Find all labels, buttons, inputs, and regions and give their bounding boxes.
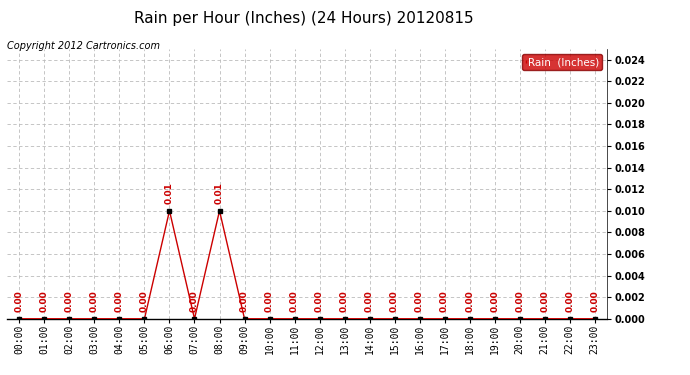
Text: 0.00: 0.00 bbox=[240, 290, 249, 312]
Text: 0.00: 0.00 bbox=[365, 290, 374, 312]
Text: 0.00: 0.00 bbox=[315, 290, 324, 312]
Text: 0.00: 0.00 bbox=[65, 290, 74, 312]
Text: Copyright 2012 Cartronics.com: Copyright 2012 Cartronics.com bbox=[7, 41, 160, 51]
Legend: Rain  (Inches): Rain (Inches) bbox=[522, 54, 602, 70]
Text: 0.00: 0.00 bbox=[290, 290, 299, 312]
Text: 0.00: 0.00 bbox=[590, 290, 599, 312]
Text: 0.00: 0.00 bbox=[90, 290, 99, 312]
Text: 0.00: 0.00 bbox=[340, 290, 349, 312]
Text: Rain per Hour (Inches) (24 Hours) 20120815: Rain per Hour (Inches) (24 Hours) 201208… bbox=[134, 11, 473, 26]
Text: 0.00: 0.00 bbox=[515, 290, 524, 312]
Text: 0.00: 0.00 bbox=[565, 290, 574, 312]
Text: 0.00: 0.00 bbox=[140, 290, 149, 312]
Text: 0.00: 0.00 bbox=[540, 290, 549, 312]
Text: 0.00: 0.00 bbox=[465, 290, 474, 312]
Text: 0.00: 0.00 bbox=[440, 290, 449, 312]
Text: 0.00: 0.00 bbox=[40, 290, 49, 312]
Text: 0.00: 0.00 bbox=[490, 290, 499, 312]
Text: 0.00: 0.00 bbox=[265, 290, 274, 312]
Text: 0.01: 0.01 bbox=[165, 182, 174, 204]
Text: 0.00: 0.00 bbox=[390, 290, 399, 312]
Text: 0.00: 0.00 bbox=[190, 290, 199, 312]
Text: 0.00: 0.00 bbox=[415, 290, 424, 312]
Text: 0.01: 0.01 bbox=[215, 182, 224, 204]
Text: 0.00: 0.00 bbox=[15, 290, 24, 312]
Text: 0.00: 0.00 bbox=[115, 290, 124, 312]
